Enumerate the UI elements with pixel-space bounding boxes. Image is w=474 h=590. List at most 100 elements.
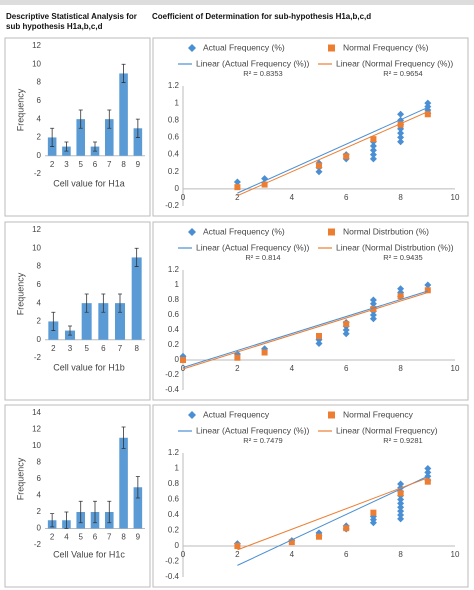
x-tick-label: 4 <box>64 533 69 542</box>
y-tick-label: 8 <box>37 78 42 87</box>
y-tick-label: 2 <box>37 507 42 516</box>
point <box>315 340 323 347</box>
point <box>342 330 350 338</box>
trendline <box>237 106 429 194</box>
point <box>370 509 377 516</box>
x-tick-label: 2 <box>50 160 55 169</box>
point <box>315 168 323 176</box>
x-tick-label: 0 <box>181 550 186 559</box>
point <box>343 153 350 160</box>
x-axis-title: Cell value for H1b <box>53 362 125 372</box>
x-tick-label: 8 <box>398 364 403 373</box>
chart-frame <box>4 37 151 217</box>
y-tick-label: 0.2 <box>168 340 180 349</box>
legend-label: Linear (Normal Frequency (%)) <box>336 58 453 68</box>
y-tick-label: -2 <box>34 540 42 549</box>
point <box>369 315 377 323</box>
error-bar <box>84 293 89 313</box>
legend-label: Linear (Actual Frequency (%)) <box>196 425 310 435</box>
point <box>397 110 405 118</box>
trendline <box>182 292 428 370</box>
error-bar <box>107 109 112 129</box>
point <box>397 480 405 488</box>
x-tick-label: 8 <box>398 193 403 202</box>
point <box>370 136 377 143</box>
bar <box>105 119 114 156</box>
point <box>261 181 268 188</box>
error-bar <box>93 500 97 524</box>
legend-label: Linear (Actual Frequency (%)) <box>196 58 310 68</box>
x-tick-label: 9 <box>136 160 141 169</box>
error-bar <box>50 513 55 528</box>
y-tick-label: 1 <box>175 98 180 107</box>
point <box>343 525 350 532</box>
legend-label: Linear (Normal Frequency) <box>336 425 438 435</box>
point <box>397 507 405 515</box>
error-bar <box>121 426 126 449</box>
y-tick-label: 12 <box>32 41 41 50</box>
y-tick-label: -2 <box>34 353 42 362</box>
point <box>369 146 377 154</box>
r-squared: R² = 0.8353 <box>243 69 282 78</box>
y-tick-label: 1.2 <box>168 448 180 457</box>
error-bar <box>107 500 112 524</box>
left-heading: Descriptive Statistical Analysis for sub… <box>6 12 137 31</box>
y-tick-label: 0.8 <box>168 479 180 488</box>
x-tick-label: 7 <box>107 160 112 169</box>
point <box>397 138 405 146</box>
point <box>369 300 377 308</box>
x-tick-label: 8 <box>121 533 126 542</box>
point <box>424 281 432 289</box>
y-tick-label: 1.2 <box>168 265 180 274</box>
x-tick-label: 8 <box>121 160 126 169</box>
chart-frame <box>4 404 151 588</box>
point <box>369 296 377 304</box>
y-tick-label: 8 <box>37 262 42 271</box>
r-squared: R² = 0.814 <box>245 253 280 262</box>
x-tick-label: 5 <box>78 533 83 542</box>
point <box>316 533 322 540</box>
legend-label: Normal Distrbution (%) <box>343 226 429 236</box>
chart-frame <box>152 221 469 401</box>
x-tick-label: 8 <box>398 550 403 559</box>
y-tick-label: 12 <box>32 425 41 434</box>
y-tick-label: 1 <box>175 280 180 289</box>
point <box>234 184 241 191</box>
chart-frame <box>152 37 469 217</box>
y-tick-label: 6 <box>37 96 42 105</box>
legend-label: Actual Frequency (%) <box>203 226 285 236</box>
y-tick-label: 10 <box>32 243 41 252</box>
x-tick-label: 8 <box>134 344 139 353</box>
legend-label: Linear (Actual Frequency (%)) <box>196 242 310 252</box>
x-tick-label: 4 <box>290 193 295 202</box>
y-tick-label: 8 <box>37 458 42 467</box>
r-squared: R² = 0.9654 <box>383 69 422 78</box>
x-tick-label: 10 <box>451 193 460 202</box>
x-tick-label: 3 <box>68 344 73 353</box>
legend-marker <box>188 44 196 52</box>
y-tick-label: 1.2 <box>168 81 180 90</box>
bar <box>131 257 142 340</box>
error-bar <box>121 63 126 83</box>
x-tick-label: 6 <box>101 344 106 353</box>
point <box>397 496 405 503</box>
y-tick-label: 4 <box>37 298 42 307</box>
y-axis-title: Frequency <box>15 457 25 500</box>
error-bar <box>64 511 69 529</box>
y-tick-label: 0 <box>175 355 180 364</box>
bar <box>81 303 92 340</box>
x-tick-label: 3 <box>64 160 69 169</box>
y-tick-label: 0 <box>175 541 180 550</box>
point <box>397 499 405 507</box>
y-tick-label: 0.2 <box>168 526 180 535</box>
point <box>397 133 405 141</box>
error-bar <box>68 325 72 336</box>
point <box>397 121 404 128</box>
y-axis-title: Frequency <box>15 272 25 315</box>
r-squared: R² = 0.9281 <box>383 436 422 445</box>
trendline <box>237 111 429 197</box>
error-bar <box>101 293 106 313</box>
error-bar <box>134 247 139 267</box>
x-tick-label: 0 <box>181 193 186 202</box>
point <box>234 543 241 549</box>
